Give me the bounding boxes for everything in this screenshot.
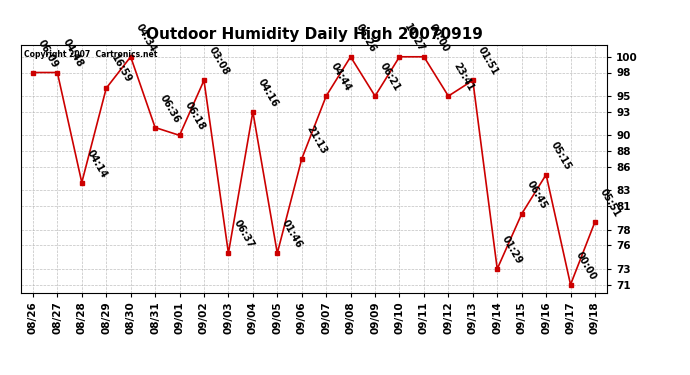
- Text: 01:51: 01:51: [475, 45, 500, 77]
- Text: 04:34: 04:34: [134, 22, 158, 54]
- Text: 21:13: 21:13: [305, 124, 329, 156]
- Text: Copyright 2007  Cartronics.net: Copyright 2007 Cartronics.net: [23, 50, 157, 59]
- Text: 05:15: 05:15: [549, 140, 573, 171]
- Text: 00:00: 00:00: [573, 250, 598, 282]
- Text: 06:09: 06:09: [36, 38, 60, 69]
- Text: 04:48: 04:48: [60, 38, 84, 69]
- Text: 01:46: 01:46: [280, 218, 304, 250]
- Text: 00:00: 00:00: [427, 22, 451, 54]
- Text: 06:26: 06:26: [353, 22, 377, 54]
- Text: 06:18: 06:18: [182, 100, 207, 132]
- Text: 16:59: 16:59: [109, 53, 133, 85]
- Text: 01:29: 01:29: [500, 234, 524, 266]
- Text: 06:36: 06:36: [158, 93, 182, 124]
- Text: 23:41: 23:41: [451, 61, 475, 93]
- Text: 04:16: 04:16: [256, 77, 280, 109]
- Text: 03:08: 03:08: [207, 45, 231, 77]
- Text: 06:21: 06:21: [378, 61, 402, 93]
- Text: 06:45: 06:45: [524, 179, 549, 211]
- Text: 04:44: 04:44: [329, 61, 353, 93]
- Title: Outdoor Humidity Daily High 20070919: Outdoor Humidity Daily High 20070919: [146, 27, 482, 42]
- Text: 14:27: 14:27: [402, 22, 426, 54]
- Text: 06:37: 06:37: [231, 218, 255, 250]
- Text: 05:51: 05:51: [598, 187, 622, 219]
- Text: 04:14: 04:14: [85, 147, 109, 179]
